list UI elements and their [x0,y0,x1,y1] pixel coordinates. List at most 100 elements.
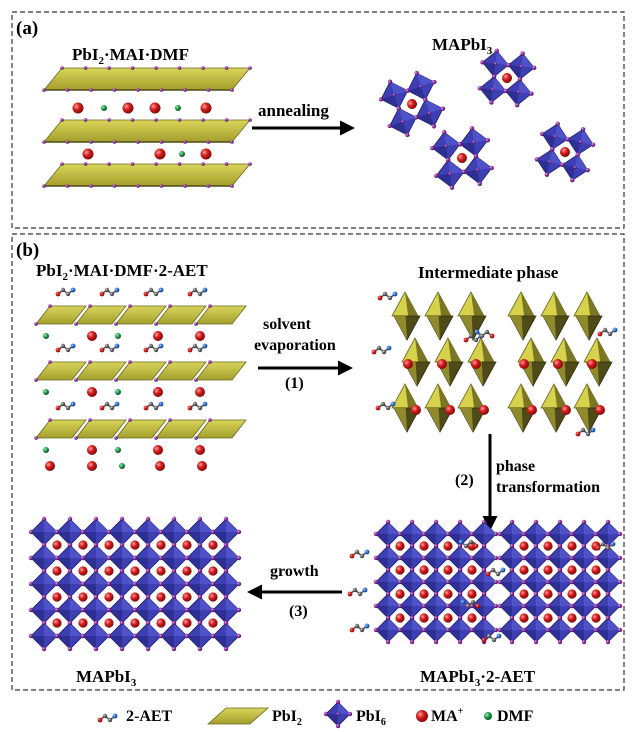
pbi6-facet [57,584,70,597]
pbi2-chain-shade [427,408,440,432]
pbi6-facet [436,618,448,630]
pbi6-facet [548,630,560,642]
ma-cation [130,540,140,550]
iodide-atom [385,567,391,573]
ma-cation [208,566,218,576]
pbi2-chain-shade [394,408,407,432]
iodide-atom [145,516,151,522]
iodide-atom [533,615,539,621]
aet-atom [349,627,355,633]
iodide-atom [128,360,132,364]
ma-cation [87,445,97,455]
pbi6-facet [460,522,472,534]
iodide-atom [80,529,86,535]
aet-atom [70,401,76,407]
iodide-atom [197,646,203,652]
pbi6-facet [460,546,472,558]
pbi2-chain-shade [576,408,589,432]
aet-atom [468,333,474,339]
iodide-atom [385,639,391,645]
pbi6-facet [83,532,96,545]
iodide-atom [208,360,212,364]
iodide-atom [494,48,499,53]
ma-cation [200,102,212,114]
pbi6-facet [226,623,239,636]
iodide-atom [409,591,415,597]
iodide-atom [54,529,60,535]
iodide-atom [89,140,93,144]
ma-cation [182,540,192,550]
perovskite-cluster [477,48,537,108]
iodide-atom [497,555,503,561]
iodide-atom [457,141,463,147]
pbi6-facet [412,546,424,558]
iodide-atom [60,66,64,70]
iodide-atom [457,543,463,549]
pbi6-facet [548,606,560,618]
aet-atom [55,347,61,353]
pbi6-facet [567,139,581,155]
aet-bond [145,402,162,410]
aet-atom [481,637,487,643]
pbi6-facet [479,88,493,103]
pbi6-facet [57,532,70,545]
pbi6-facet [135,636,148,649]
aet-atom [597,331,603,337]
ma-cation [527,405,537,415]
ma-cation [153,387,163,397]
iodide-atom [65,184,70,188]
iodide-atom [80,555,86,561]
iodide-atom [154,66,158,70]
iodide-atom [532,65,537,70]
aet-atom [605,545,611,551]
iodide-atom [445,157,451,163]
iodide-atom [88,360,92,364]
iodide-atom [605,519,611,525]
iodide-atom [545,603,551,609]
pbi6-facet [425,99,443,113]
pbi6-facet [398,108,417,122]
pbi2-tile [155,305,207,325]
pbi6-facet [200,623,213,636]
aet-atom [347,591,353,597]
aet-atom [473,337,479,343]
lead-atom [392,93,396,97]
pbi6-facet [548,582,560,594]
iodide-atom [581,615,587,621]
aet-atom [595,545,601,551]
aet-bond [349,588,366,596]
pbi6-facet [83,610,96,623]
iodide-atom [93,620,99,626]
iodide-atom [236,555,242,561]
pbi6-facet [161,610,174,623]
aet-atom [489,333,495,339]
aet-atom [485,571,491,577]
iodide-atom [171,568,177,574]
aet-atom [463,543,469,549]
iodide-atom [158,581,164,587]
lead-atom [578,140,583,144]
pbi2-chain-shade [543,408,556,432]
iodide-atom [132,607,138,613]
pbi6-facet [554,123,568,140]
iodide-atom [41,646,47,652]
pbi6-facet [122,571,135,584]
iodide-atom [565,137,570,142]
iodide-atom [67,516,73,522]
pbi6-facet [135,610,148,623]
iodide-atom [581,639,587,645]
ma-cation [153,445,163,455]
pbi6-facet [31,558,44,571]
ma-cation [519,589,529,599]
iodide-atom [557,615,563,621]
pbi6-facet [492,76,506,91]
iodide-atom [83,66,88,70]
iodide-atom [457,591,463,597]
pbi6-facet [388,570,400,582]
iodide-atom [184,581,190,587]
aet-bond [145,288,162,296]
iodide-atom [373,579,379,585]
legend-dmf-icon [484,712,492,720]
iodide-atom [434,173,439,178]
iodide-atom [557,567,563,573]
